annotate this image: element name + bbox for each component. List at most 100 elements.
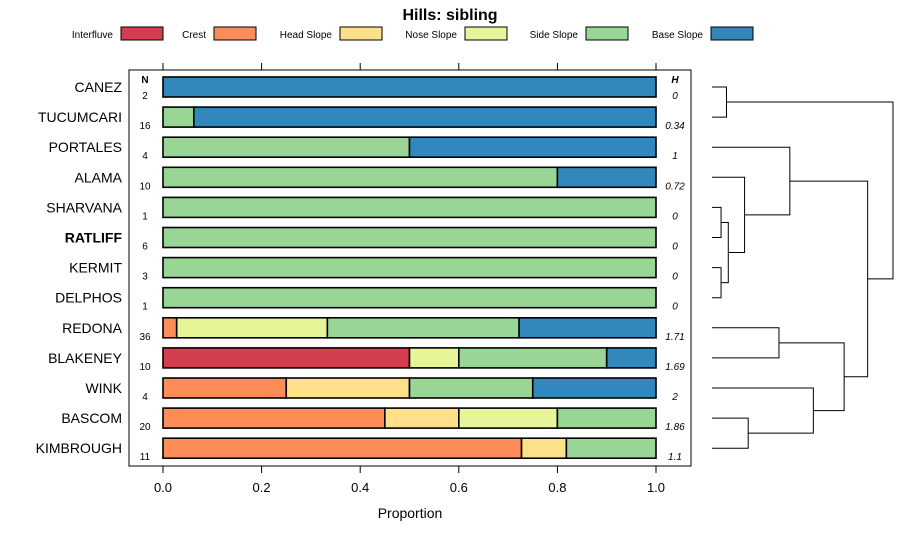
row-label-portales: PORTALES xyxy=(49,139,122,155)
n-value-canez: 2 xyxy=(142,91,148,102)
row-kimbrough: KIMBROUGH 11 1.1 xyxy=(36,437,682,463)
bar-blakeney-nose-slope xyxy=(408,347,460,369)
n-value-wink: 4 xyxy=(142,392,148,403)
row-label-redona: REDONA xyxy=(62,320,123,336)
bar-sharvana-side-slope xyxy=(162,196,657,219)
chart-title: Hills: sibling xyxy=(402,7,497,24)
x-tick-label-4: 0.8 xyxy=(548,480,566,495)
legend-label-base-slope: Base Slope xyxy=(652,30,704,41)
legend-swatch-nose-slope xyxy=(464,26,508,41)
bar-kimbrough-head-slope xyxy=(520,437,568,460)
bar-wink-base-slope xyxy=(531,377,657,399)
n-value-portales: 4 xyxy=(142,151,148,162)
row-redona: REDONA 36 1.71 xyxy=(62,316,685,343)
dendrogram-link-m7 xyxy=(712,417,749,449)
legend-swatch-crest xyxy=(213,26,257,41)
h-value-kermit: 0 xyxy=(672,272,678,283)
dendrogram-link-m2 xyxy=(712,206,722,238)
n-value-redona: 36 xyxy=(139,332,151,343)
bar-portales-base-slope xyxy=(408,136,657,158)
h-value-bascom: 1.86 xyxy=(665,422,685,433)
row-canez: CANEZ 2 0 xyxy=(75,76,678,102)
row-label-alama: ALAMA xyxy=(75,169,123,185)
legend-swatch-base-slope xyxy=(710,26,754,41)
dendrogram-link-m9 xyxy=(712,387,814,434)
bar-redona-side-slope xyxy=(326,316,520,339)
n-value-sharvana: 1 xyxy=(142,211,148,222)
bar-kimbrough-crest xyxy=(162,437,523,460)
n-value-tucumcari: 16 xyxy=(139,121,151,132)
row-label-blakeney: BLAKENEY xyxy=(48,350,123,366)
n-value-delphos: 1 xyxy=(142,302,148,313)
bar-redona-nose-slope xyxy=(175,316,329,339)
row-label-wink: WINK xyxy=(85,380,122,396)
h-value-sharvana: 0 xyxy=(672,211,678,222)
n-value-blakeney: 10 xyxy=(139,362,151,373)
row-label-bascom: BASCOM xyxy=(61,410,122,426)
h-value-redona: 1.71 xyxy=(665,332,684,343)
row-delphos: DELPHOS 1 0 xyxy=(55,286,678,313)
row-label-kermit: KERMIT xyxy=(69,260,122,276)
legend-swatch-head-slope xyxy=(339,26,383,41)
bar-redona-base-slope xyxy=(518,316,657,339)
n-value-ratliff: 6 xyxy=(142,242,148,253)
x-tick-label-0: 0.0 xyxy=(154,480,172,495)
n-value-bascom: 20 xyxy=(139,422,151,433)
dendrogram-link-m8 xyxy=(712,327,780,359)
row-label-canez: CANEZ xyxy=(75,79,123,95)
bar-canez-base-slope xyxy=(162,76,657,98)
h-value-blakeney: 1.69 xyxy=(665,362,685,373)
h-value-wink: 2 xyxy=(671,392,678,403)
x-tick-label-5: 1.0 xyxy=(647,480,665,495)
dendrogram-link-m12 xyxy=(726,101,894,280)
bar-alama-base-slope xyxy=(556,166,657,189)
n-value-alama: 10 xyxy=(139,181,151,192)
row-portales: PORTALES 4 1 xyxy=(49,136,678,162)
bar-ratliff-side-slope xyxy=(162,226,657,249)
row-wink: WINK 4 2 xyxy=(85,377,678,403)
bar-kermit-side-slope xyxy=(162,256,657,279)
bar-blakeney-side-slope xyxy=(457,347,608,369)
h-value-ratliff: 0 xyxy=(672,242,678,253)
row-ratliff: RATLIFF 6 0 xyxy=(65,226,678,253)
row-label-ratliff: RATLIFF xyxy=(65,230,123,246)
n-value-kimbrough: 11 xyxy=(140,452,151,463)
bar-bascom-head-slope xyxy=(384,407,460,429)
bar-bascom-nose-slope xyxy=(457,407,559,429)
h-value-tucumcari: 0.34 xyxy=(665,121,685,132)
dendrogram-link-m10 xyxy=(778,342,845,412)
legend-label-crest: Crest xyxy=(182,30,206,41)
n-column-header: N xyxy=(141,75,148,86)
row-label-kimbrough: KIMBROUGH xyxy=(36,440,122,456)
bar-wink-side-slope xyxy=(408,377,534,399)
bar-bascom-side-slope xyxy=(556,407,657,429)
dendrogram-link-m3 xyxy=(712,267,722,299)
row-alama: ALAMA 10 0.72 xyxy=(75,166,685,192)
dendrogram-link-m6 xyxy=(712,146,791,216)
h-value-kimbrough: 1.1 xyxy=(668,452,682,463)
h-value-canez: 0 xyxy=(672,91,678,102)
x-axis: 0.0 0.2 0.4 0.6 0.8 1.0 xyxy=(154,466,665,495)
plot-frame xyxy=(128,69,692,467)
x-tick-label-2: 0.4 xyxy=(351,480,369,495)
bar-blakeney-base-slope xyxy=(605,347,657,369)
row-tucumcari: TUCUMCARI 16 0.34 xyxy=(38,106,685,132)
h-value-portales: 1 xyxy=(672,151,678,162)
row-sharvana: SHARVANA 1 0 xyxy=(46,196,678,222)
bar-tucumcari-base-slope xyxy=(193,106,657,128)
n-value-kermit: 3 xyxy=(142,272,148,283)
dendrogram-link-m4 xyxy=(721,221,729,284)
row-kermit: KERMIT 3 0 xyxy=(69,256,678,283)
row-label-tucumcari: TUCUMCARI xyxy=(38,109,122,125)
legend-label-side-slope: Side Slope xyxy=(530,30,579,41)
bar-kimbrough-side-slope xyxy=(565,437,657,460)
legend-label-head-slope: Head Slope xyxy=(280,30,333,41)
bar-portales-side-slope xyxy=(162,136,411,158)
legend-label-nose-slope: Nose Slope xyxy=(405,30,457,41)
row-label-sharvana: SHARVANA xyxy=(46,199,122,215)
legend-label-interfluve: Interfluve xyxy=(72,30,114,41)
row-blakeney: BLAKENEY 10 1.69 xyxy=(48,347,685,373)
bar-delphos-side-slope xyxy=(162,286,657,309)
h-column-header: H xyxy=(671,75,679,86)
